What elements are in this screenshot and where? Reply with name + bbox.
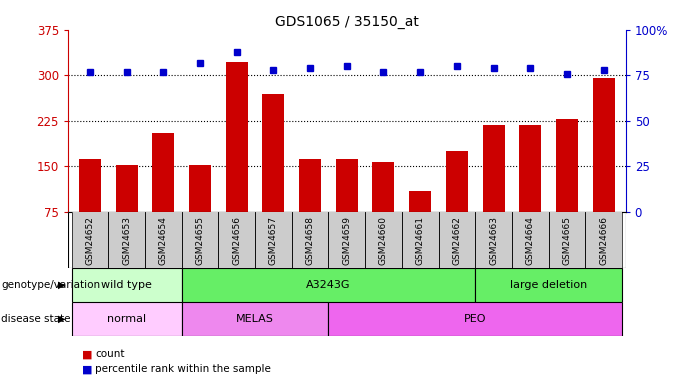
Text: normal: normal [107,314,146,324]
Text: genotype/variation: genotype/variation [1,280,101,290]
Bar [262,94,284,212]
Text: GSM24656: GSM24656 [233,216,241,266]
Bar [592,78,615,212]
Bar [439,212,475,268]
Bar [299,159,321,212]
Bar [152,133,174,212]
Bar [336,159,358,212]
Bar [328,212,365,268]
Title: GDS1065 / 35150_at: GDS1065 / 35150_at [275,15,419,29]
Bar [226,62,248,212]
Bar [475,268,622,302]
Text: PEO: PEO [464,314,486,324]
Text: GSM24659: GSM24659 [342,216,352,266]
Text: GSM24653: GSM24653 [122,216,131,266]
Bar [255,212,292,268]
Bar [108,212,145,268]
Bar [402,212,439,268]
Bar [520,125,541,212]
Bar [71,302,182,336]
Text: GSM24666: GSM24666 [599,216,608,266]
Text: ■: ■ [82,350,92,359]
Bar [79,159,101,212]
Text: wild type: wild type [101,280,152,290]
Bar [373,162,394,212]
Text: count: count [95,350,124,359]
Text: disease state: disease state [1,314,71,324]
Bar [328,302,622,336]
Bar [446,151,468,212]
Bar [483,125,505,212]
Bar [71,268,182,302]
Text: ▶: ▶ [58,280,65,290]
Text: A3243G: A3243G [306,280,351,290]
Text: GSM24660: GSM24660 [379,216,388,266]
Text: percentile rank within the sample: percentile rank within the sample [95,364,271,374]
Text: GSM24655: GSM24655 [196,216,205,266]
Bar [145,212,182,268]
Text: GSM24658: GSM24658 [305,216,315,266]
Bar [556,119,578,212]
Text: GSM24664: GSM24664 [526,216,534,265]
Text: GSM24662: GSM24662 [452,216,461,265]
Text: GSM24661: GSM24661 [415,216,425,266]
Text: ■: ■ [82,364,92,374]
Bar [182,268,475,302]
Bar [365,212,402,268]
Bar [512,212,549,268]
Text: large deletion: large deletion [510,280,588,290]
Text: GSM24663: GSM24663 [489,216,498,266]
Text: GSM24654: GSM24654 [159,216,168,265]
Text: MELAS: MELAS [236,314,274,324]
Text: GSM24665: GSM24665 [562,216,571,266]
Text: GSM24652: GSM24652 [86,216,95,265]
Bar [292,212,328,268]
Bar [218,212,255,268]
Text: GSM24657: GSM24657 [269,216,278,266]
Bar [116,165,137,212]
Bar [182,302,328,336]
Bar [189,165,211,212]
Bar [409,190,431,212]
Bar [585,212,622,268]
Text: ▶: ▶ [58,314,65,324]
Bar [475,212,512,268]
Bar [182,212,218,268]
Bar [71,212,108,268]
Bar [549,212,585,268]
